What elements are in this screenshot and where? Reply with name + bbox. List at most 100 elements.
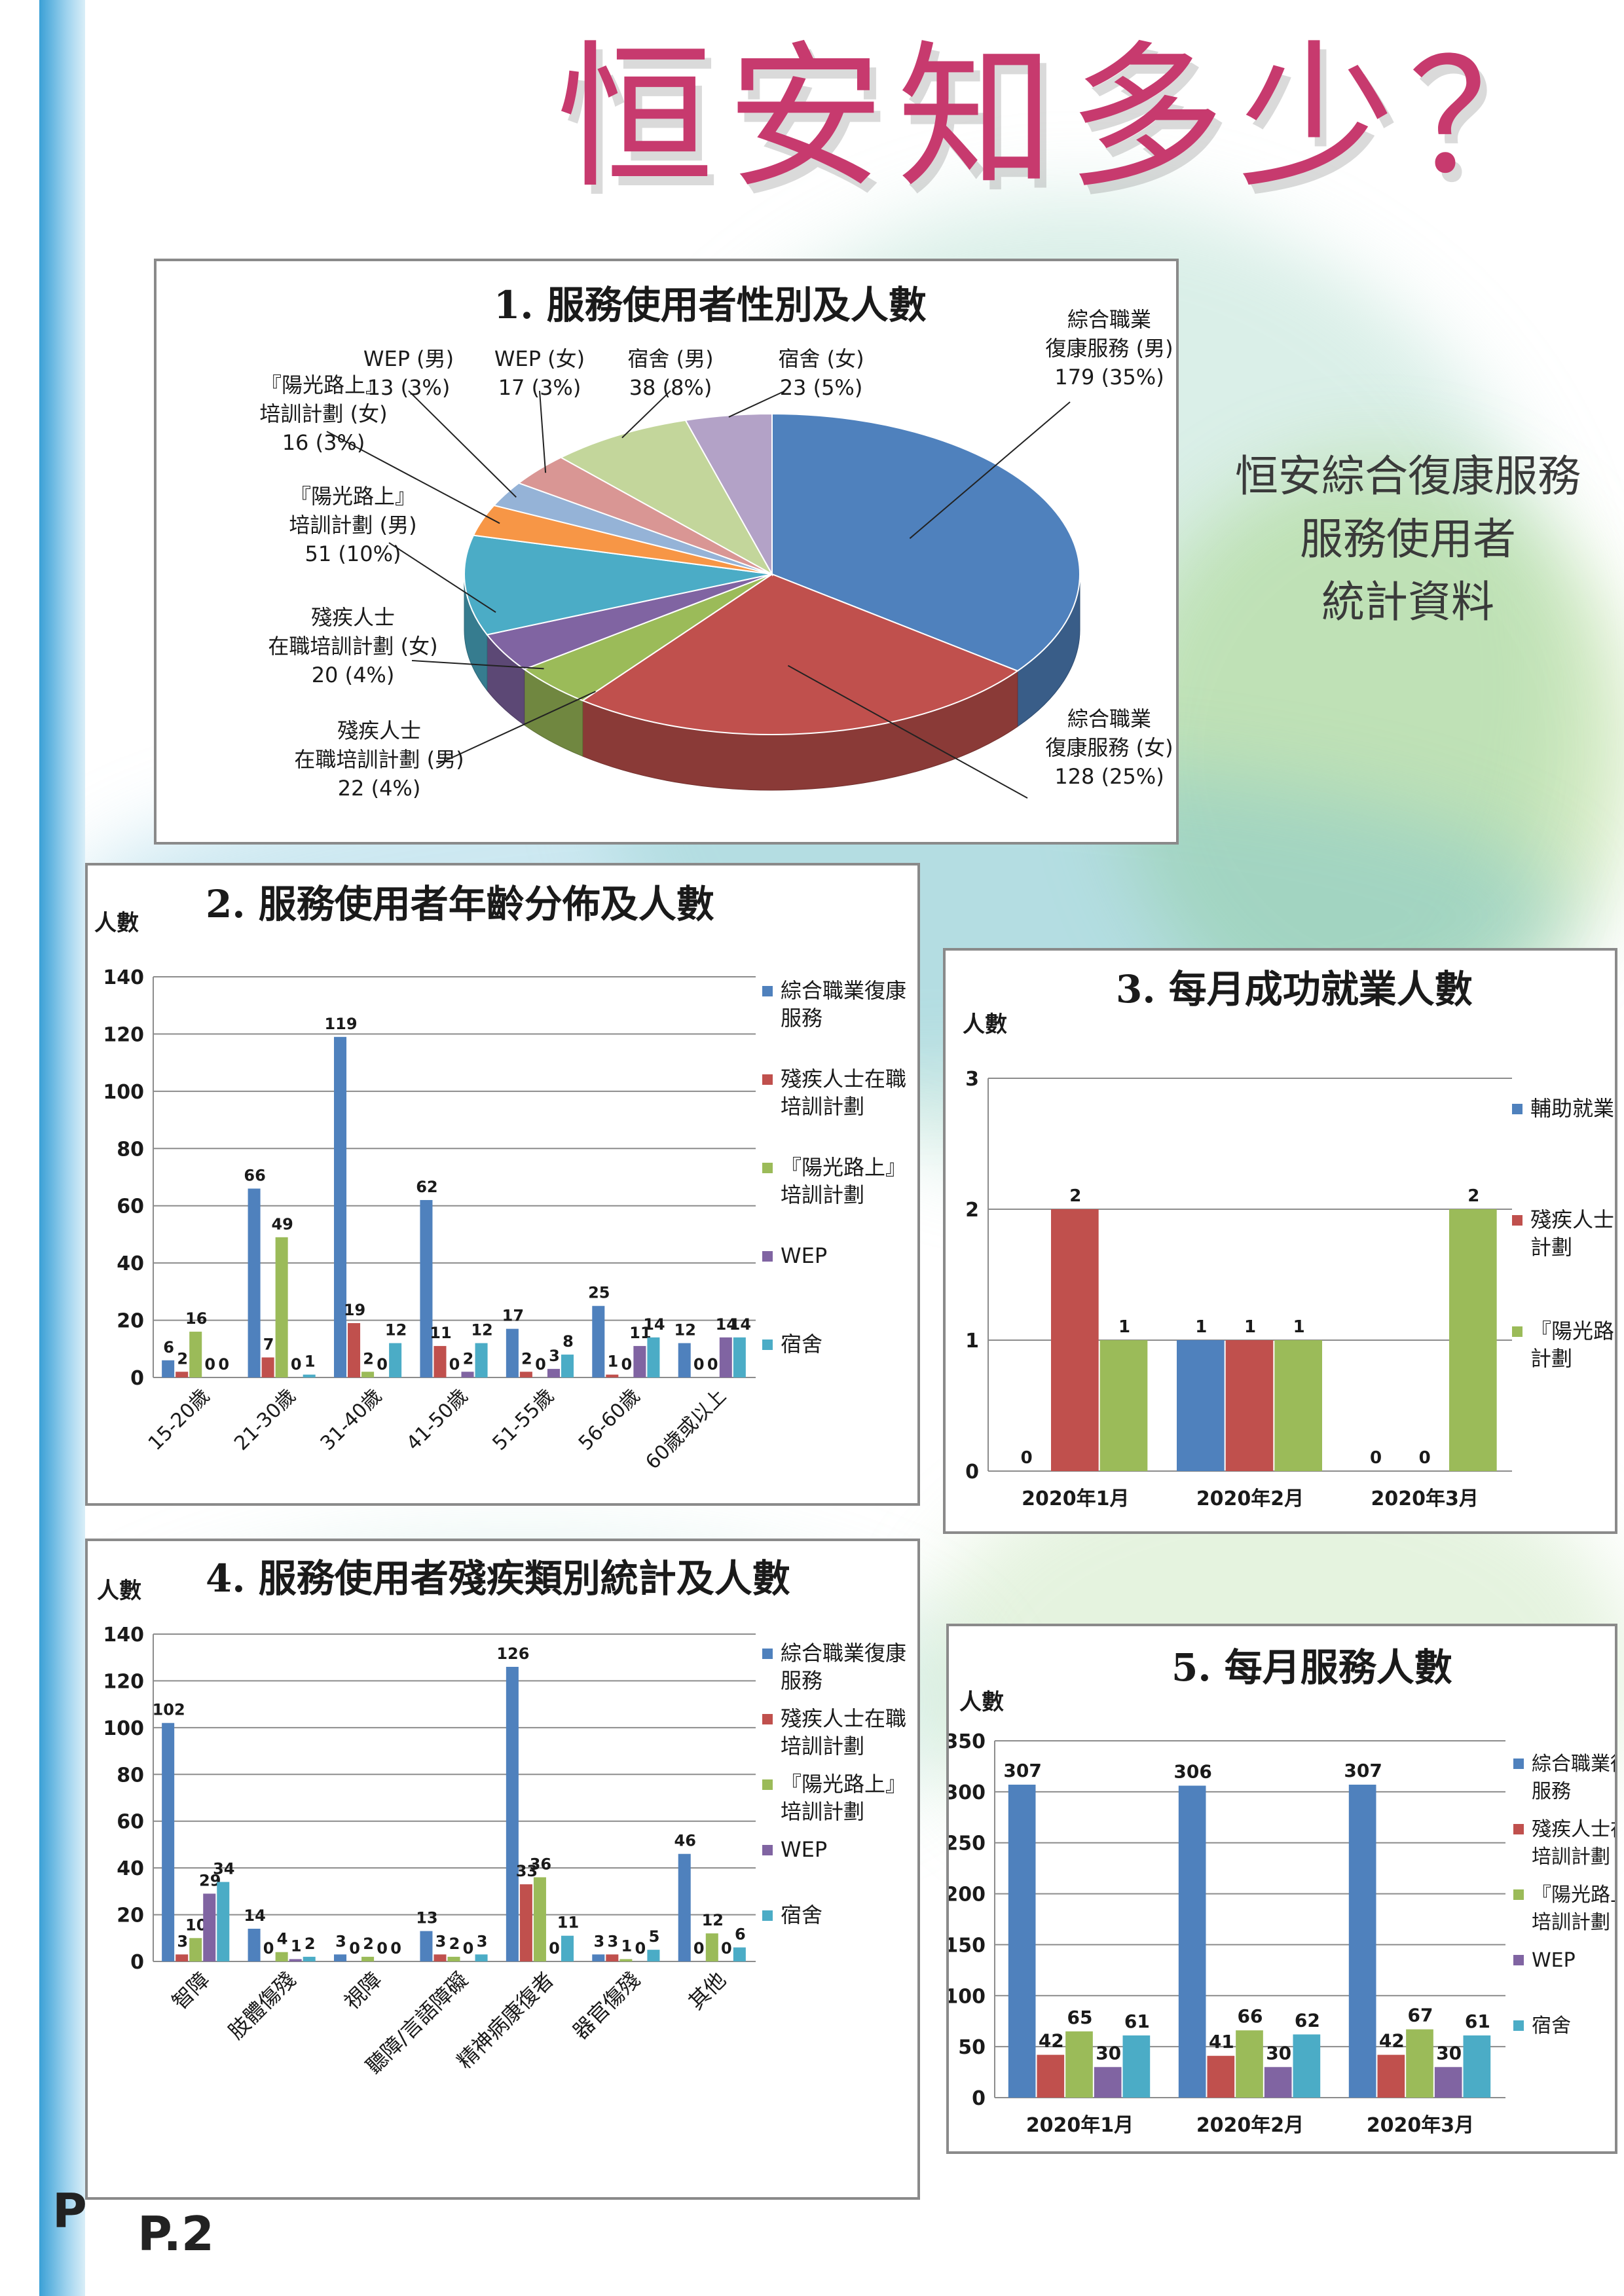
left-margin <box>0 0 39 2296</box>
page-title: 恒安知多少？ <box>556 26 1578 210</box>
xtick-0: 智障 <box>167 1967 214 2014</box>
bar-label-2-2: 67 <box>1408 2005 1433 2026</box>
bar-label-4-2: 0 <box>535 1355 546 1374</box>
bar-label-6-0: 46 <box>674 1832 696 1850</box>
bar-5-3 <box>633 1345 646 1377</box>
bar-label-1-3: 30 <box>1266 2042 1291 2064</box>
pie-callout-1-line-2: 128 (25%) <box>1054 764 1164 789</box>
pie-callout-2-line-0: 殘疾人士 <box>337 718 421 743</box>
bar-label-2-1: 42 <box>1379 2030 1405 2052</box>
bar-label-0-4: 34 <box>213 1860 234 1878</box>
bar-4-2 <box>533 1877 546 1961</box>
bar-5-1 <box>606 1374 619 1377</box>
chart-3-title: 3. 每月成功就業人數 <box>1116 967 1473 1011</box>
pie-callout-9-line-0: 宿舍 (女) <box>778 346 864 371</box>
pie-slice-0 <box>771 412 1080 672</box>
pie-callout-6-line-1: 13 (3%) <box>367 375 451 400</box>
pie-leader-0 <box>909 401 1071 539</box>
ytick-1: 20 <box>117 1904 144 1927</box>
bar-label-3-3: 2 <box>463 1349 474 1368</box>
side-note-line-3: 統計資料 <box>1321 577 1494 627</box>
bar-label-2-1: 0 <box>1419 1448 1431 1468</box>
bar-5-4 <box>647 1337 660 1377</box>
bar-3-1 <box>434 1345 447 1377</box>
chart-2-panel: 2. 服務使用者年齡分佈及人數 人數 0 20 40 60 80 100 120 140 6 2 1… <box>85 863 920 1506</box>
bar-label-2-4: 0 <box>390 1939 401 1958</box>
pie-callout-4-line-2: 51 (10%) <box>305 541 401 566</box>
bar-label-5-1: 1 <box>607 1353 618 1371</box>
xtick-1: 2020年2月 <box>1196 2114 1304 2137</box>
bar-label-4-1: 2 <box>521 1349 532 1368</box>
ytick-6: 120 <box>103 1670 144 1693</box>
legend-label-2-1: 培訓計劃 <box>781 1182 864 1207</box>
bar-1-0 <box>248 1929 261 1961</box>
left-blue-strip <box>39 0 85 2296</box>
legend-swatch-4 <box>1513 2020 1524 2031</box>
pie-leader-6 <box>408 390 517 498</box>
bar-label-1-3: 1 <box>291 1937 302 1955</box>
bar-label-6-0: 12 <box>674 1321 696 1339</box>
bar-label-4-0: 17 <box>502 1307 524 1325</box>
bar-4-1 <box>519 1372 532 1377</box>
bar-label-5-4: 5 <box>649 1927 660 1946</box>
legend-label-1-0: 殘疾人士在 <box>1532 1818 1615 1841</box>
pie-leader-1 <box>787 665 1028 799</box>
bar-label-1-4: 2 <box>304 1935 316 1953</box>
xtick-4: 51-55歲 <box>488 1385 559 1455</box>
ytick-2: 40 <box>117 1252 144 1275</box>
pie-slice-4 <box>464 534 773 636</box>
bar-4-4 <box>561 1355 574 1377</box>
bar-label-5-0: 25 <box>588 1284 610 1302</box>
bar-label-4-3: 0 <box>549 1939 560 1958</box>
bar-0-1 <box>175 1954 189 1961</box>
bar-1-3 <box>289 1959 302 1961</box>
ytick-5: 100 <box>103 1717 144 1740</box>
bar-2-1 <box>1377 2054 1405 2098</box>
legend-label-0-0: 輔助就業 <box>1530 1096 1614 1121</box>
bar-label-2-0: 307 <box>1344 1760 1382 1781</box>
bar-label-1-3: 0 <box>291 1355 302 1374</box>
legend-label-0-0: 綜合職業復 <box>1532 1753 1615 1776</box>
xtick-1: 肢體傷殘 <box>223 1967 300 2044</box>
bar-label-5-4: 14 <box>643 1315 665 1334</box>
bar-6-0 <box>678 1343 691 1377</box>
bar-1-0 <box>1178 1785 1206 2098</box>
ytick-2: 100 <box>949 1985 986 2008</box>
bar-2-2 <box>361 1956 375 1961</box>
bar-label-5-0: 3 <box>593 1932 604 1950</box>
bar-label-1-0: 306 <box>1173 1761 1211 1783</box>
ytick-4: 80 <box>117 1138 144 1161</box>
legend-swatch-1 <box>762 1714 773 1724</box>
bar-label-1-2: 4 <box>277 1930 288 1948</box>
legend-label-1-0: 殘疾人士在職 <box>781 1706 906 1731</box>
bar-0-2 <box>189 1938 202 1961</box>
bar-label-3-1: 11 <box>430 1324 451 1342</box>
chart-1-title: 1. 服務使用者性別及人數 <box>494 283 927 327</box>
bar-label-2-4: 61 <box>1465 2011 1490 2032</box>
bar-label-1-4: 62 <box>1295 2009 1320 2031</box>
bar-label-3-1: 3 <box>435 1932 447 1950</box>
legend-label-3-0: WEP <box>781 1243 827 1268</box>
bar-label-6-4: 6 <box>735 1925 746 1944</box>
pie-callout-3-line-0: 殘疾人士 <box>311 605 395 630</box>
bar-2-2 <box>1449 1209 1497 1471</box>
xtick-6: 其他 <box>684 1967 731 2014</box>
pie-callout-0-line-0: 綜合職業 <box>1067 307 1151 332</box>
bar-label-2-3: 30 <box>1436 2042 1462 2064</box>
chart-3-panel: 3. 每月成功就業人數 人數 0 1 2 3 0 2 1 2020年1月 1 1 1 2020年2月 0… <box>943 948 1617 1534</box>
bar-label-1-2: 66 <box>1238 2005 1263 2027</box>
pie-callout-4-line-1: 培訓計劃 (男) <box>289 513 416 538</box>
bar-label-6-3: 14 <box>716 1315 737 1334</box>
bar-label-1-0: 14 <box>244 1906 265 1925</box>
bar-0-2 <box>189 1332 202 1377</box>
legend-label-0-1: 服務 <box>1532 1780 1571 1803</box>
chart-5-plot: 050100150200250300350307426530612020年1月3… <box>949 1730 1615 2137</box>
ytick-1: 1 <box>965 1330 979 1353</box>
bar-label-2-0: 119 <box>324 1015 357 1033</box>
xtick-2: 2020年3月 <box>1367 2114 1474 2137</box>
legend-label-0-0: 綜合職業復康 <box>781 978 906 1003</box>
bar-label-0-1: 3 <box>177 1932 188 1950</box>
xtick-2: 31-40歲 <box>316 1385 387 1455</box>
bar-label-0-2: 65 <box>1067 2007 1093 2028</box>
ytick-1: 20 <box>117 1310 144 1333</box>
